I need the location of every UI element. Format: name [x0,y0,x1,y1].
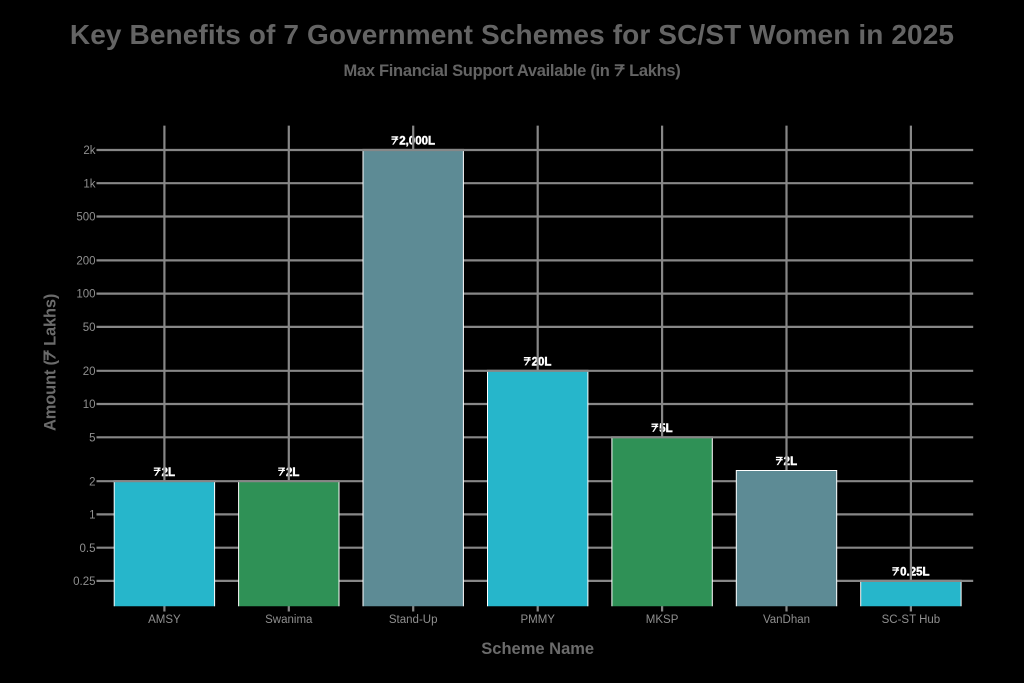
svg-text:Max Financial Support Availabl: Max Financial Support Available (in [344,62,610,80]
svg-text:20: 20 [83,366,96,378]
svg-text:Scheme Name: Scheme Name [481,640,594,658]
svg-text:Lakhs): Lakhs) [42,294,60,346]
svg-text:10: 10 [83,399,96,411]
svg-text:200: 200 [76,256,95,268]
svg-text:0.5: 0.5 [80,543,96,555]
svg-text:0.25L: 0.25L [900,567,929,579]
svg-text:PMMY: PMMY [520,614,555,626]
svg-text:Swanima: Swanima [265,614,313,626]
svg-text:MKSP: MKSP [646,614,679,626]
svg-text:2,000L: 2,000L [399,136,435,148]
svg-text:SC-ST Hub: SC-ST Hub [882,614,941,626]
svg-text:Lakhs): Lakhs) [629,62,680,80]
svg-text:5: 5 [89,432,95,444]
svg-text:Key Benefits of 7 Government S: Key Benefits of 7 Government Schemes for… [70,19,954,50]
svg-text:1: 1 [89,510,95,522]
svg-text:0.25: 0.25 [73,576,95,588]
svg-text:1k: 1k [83,178,95,190]
svg-text:20L: 20L [532,356,552,368]
svg-text:2k: 2k [83,145,95,157]
svg-text:AMSY: AMSY [148,614,181,626]
svg-text:500: 500 [76,212,95,224]
svg-text:VanDhan: VanDhan [763,614,810,626]
svg-text:100: 100 [76,289,95,301]
svg-text:Stand-Up: Stand-Up [389,614,438,626]
svg-text:2: 2 [89,476,95,488]
svg-text:Amount (: Amount ( [42,359,60,431]
svg-text:50: 50 [83,322,96,334]
